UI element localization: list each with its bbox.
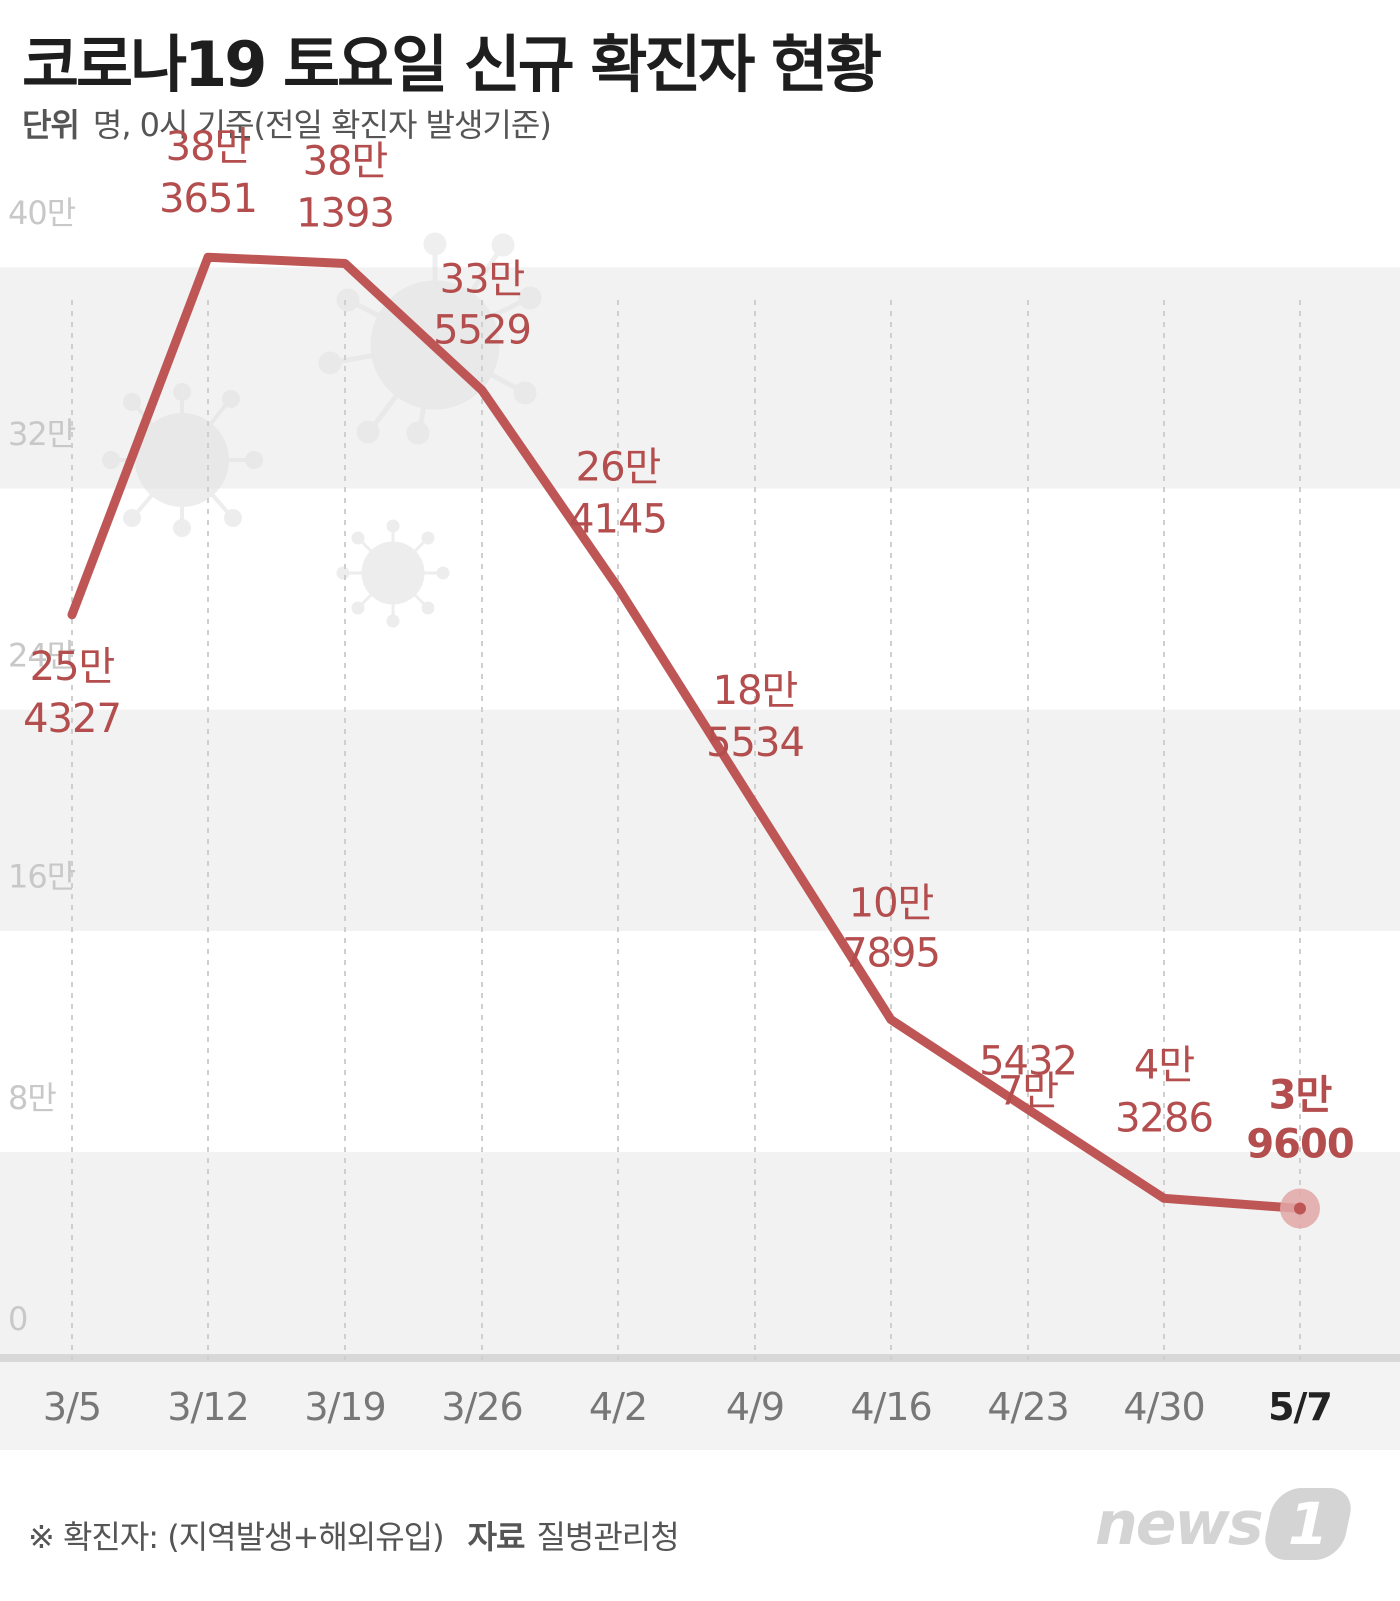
unit-label: 단위: [22, 106, 80, 144]
data-label-rest: 5534: [706, 720, 804, 766]
background-bands: [0, 267, 1400, 1450]
data-label-rest: 5432: [979, 1038, 1077, 1084]
data-label-man: 26만: [576, 445, 661, 491]
x-axis-band: [0, 1360, 1400, 1450]
x-axis: 3/5 3/12 3/19 3/26 4/2 4/9 4/16 4/23 4/30 5/7: [43, 1385, 1333, 1429]
x-tick-label: 3/26: [441, 1385, 522, 1429]
virus-icon: [102, 383, 263, 537]
data-label-rest: 1393: [296, 190, 394, 236]
data-label-man: 38만: [166, 124, 251, 170]
footnote-text: ※ 확진자: (지역발생+해외유입): [28, 1518, 445, 1556]
line-chart: 40만 32만 24만 16만 8만 0 25만 4327 38만 3651 38만 1393 33만…: [0, 124, 1400, 1450]
x-guides: [71, 300, 1301, 1360]
source-label: 자료: [467, 1518, 526, 1556]
data-label-rest: 7895: [842, 931, 940, 977]
background-band: [0, 1152, 1400, 1358]
x-tick-label: 5/7: [1268, 1385, 1332, 1429]
data-label-rest: 3286: [1115, 1095, 1213, 1141]
data-label-rest: 4145: [569, 497, 667, 543]
logo-badge: 1: [1259, 1488, 1356, 1560]
y-tick-label: 8만: [8, 1079, 56, 1117]
x-tick-label: 4/9: [726, 1385, 784, 1429]
data-label-man: 25만: [30, 644, 115, 690]
x-tick-label: 4/23: [987, 1385, 1068, 1429]
data-label-man: 7만: [998, 1068, 1058, 1114]
data-label-rest: 3651: [159, 176, 257, 222]
y-tick-label: 24만: [8, 636, 76, 674]
data-label-man: 10만: [849, 881, 934, 927]
source-text: 질병관리청: [536, 1518, 679, 1556]
y-axis: 40만 32만 24만 16만 8만 0: [8, 194, 77, 1338]
chart-title: 코로나19 토요일 신규 확진자 현황: [22, 28, 882, 101]
news1-logo: news 1: [1095, 1488, 1356, 1560]
y-tick-label: 32만: [8, 415, 76, 453]
data-label-man: 3만: [1269, 1073, 1333, 1119]
x-tick-label: 3/12: [167, 1385, 248, 1429]
virus-icon: [336, 519, 450, 628]
x-tick-label: 4/16: [850, 1385, 931, 1429]
unit-line: 단위 명, 0시 기준(전일 확진자 발생기준): [22, 100, 552, 146]
x-tick-label: 4/2: [589, 1385, 647, 1429]
data-label-rest: 9600: [1246, 1122, 1353, 1168]
unit-text: 명, 0시 기준(전일 확진자 발생기준): [92, 106, 552, 144]
x-axis-line: [0, 1354, 1400, 1362]
logo-text: news: [1095, 1489, 1264, 1559]
x-tick-label: 3/19: [304, 1385, 385, 1429]
series-line-layer: [67, 252, 1320, 1229]
data-label-man: 18만: [713, 668, 798, 714]
x-tick-label: 3/5: [43, 1385, 101, 1429]
y-tick-label: 40만: [8, 194, 76, 232]
data-label-rest: 5529: [433, 307, 531, 353]
logo-badge-text: 1: [1280, 1490, 1335, 1558]
x-tick-label: 4/30: [1123, 1385, 1204, 1429]
y-tick-label: 16만: [8, 858, 76, 896]
background-band: [0, 709, 1400, 931]
data-label-rest: 4327: [23, 696, 121, 742]
data-label-man: 33만: [440, 256, 525, 302]
footer-note: ※ 확진자: (지역발생+해외유입) 자료 질병관리청: [28, 1512, 680, 1558]
series-line: [67, 252, 1305, 1214]
y-tick-label: 0: [8, 1300, 27, 1338]
data-label-man: 38만: [303, 138, 388, 184]
background-band: [0, 267, 1400, 489]
data-labels: 25만 4327 38만 3651 38만 1393 33만 5529 26만 4145 18만 55…: [23, 124, 1355, 1168]
data-label-man: 4만: [1134, 1042, 1194, 1088]
